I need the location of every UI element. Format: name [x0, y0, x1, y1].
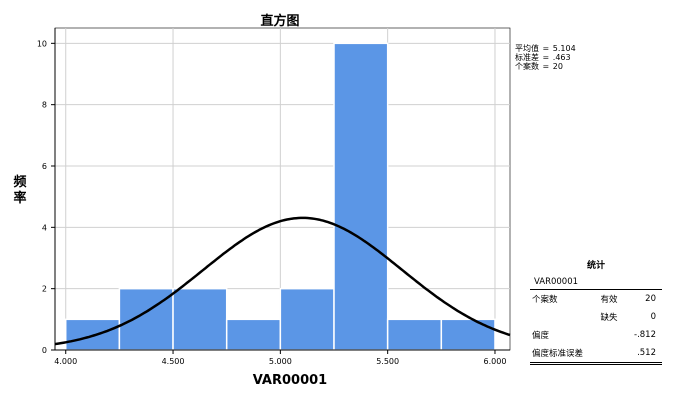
mean-label: 平均值: [515, 44, 539, 53]
x-tick-label: 6.000: [484, 357, 507, 366]
row-value: 0: [650, 312, 656, 322]
histogram-bar: [279, 287, 335, 351]
table-row: 偏度 -.812: [530, 326, 662, 344]
row-label: 个案数: [532, 295, 558, 305]
row-value: .512: [624, 344, 662, 365]
statistics-variable: VAR00001: [530, 277, 662, 290]
histogram-bar: [118, 287, 174, 351]
histogram-bar: [440, 318, 496, 351]
y-tick-label: 10: [37, 39, 47, 48]
row-label: [530, 308, 598, 326]
row-sublabel: [598, 344, 625, 365]
y-axis-label: 频率: [13, 175, 27, 206]
y-tick-label: 2: [42, 285, 47, 294]
x-tick-label: 5.500: [376, 357, 399, 366]
y-tick-label: 0: [42, 346, 47, 355]
summary-stats-legend: 平均值 = 5.104 标准差 = .463 个案数 = 20: [515, 44, 576, 71]
statistics-table: 个案数 有效 20 缺失 0 偏度 -.812 偏度标准误差 .512: [530, 290, 662, 365]
row-sublabel: 缺失: [600, 313, 618, 323]
row-label: 偏度: [532, 331, 550, 341]
row-value: -.812: [634, 330, 656, 340]
row-value: 20: [645, 294, 656, 304]
y-tick-label: 6: [42, 162, 47, 171]
y-tick-label: 4: [42, 223, 47, 232]
histogram-bar: [172, 287, 228, 351]
mean-stat: 平均值 = 5.104: [515, 44, 576, 53]
row-sublabel: 有效: [600, 295, 618, 305]
y-tick-label: 8: [42, 101, 47, 110]
chart-title: 直方图: [260, 14, 300, 29]
x-tick-label: 4.000: [54, 357, 77, 366]
x-tick-label: 5.000: [269, 357, 292, 366]
n-label: 个案数: [515, 62, 539, 71]
histogram-bar: [386, 318, 443, 351]
statistics-title: 统计: [586, 261, 605, 271]
x-tick-label: 4.500: [162, 357, 185, 366]
normal-curve: [54, 216, 511, 346]
sd-value: .463: [552, 53, 571, 62]
x-axis-label: VAR00001: [252, 373, 328, 388]
row-label: 偏度标准误差: [530, 344, 599, 365]
n-stat: 个案数 = 20: [515, 62, 563, 71]
n-value: 20: [552, 62, 563, 71]
table-row: 偏度标准误差 .512: [530, 344, 662, 365]
histogram-bar: [333, 42, 389, 351]
row-sublabel: [598, 326, 624, 344]
statistics-panel: 统计 VAR00001 个案数 有效 20 缺失 0 偏度 -.812 偏度标准…: [530, 258, 662, 365]
sd-stat: 标准差 = .463: [515, 53, 571, 62]
histogram-bar: [225, 318, 282, 351]
table-row: 缺失 0: [530, 308, 662, 326]
mean-value: 5.104: [552, 44, 576, 53]
table-row: 个案数 有效 20: [530, 290, 662, 308]
sd-label: 标准差: [515, 53, 539, 62]
